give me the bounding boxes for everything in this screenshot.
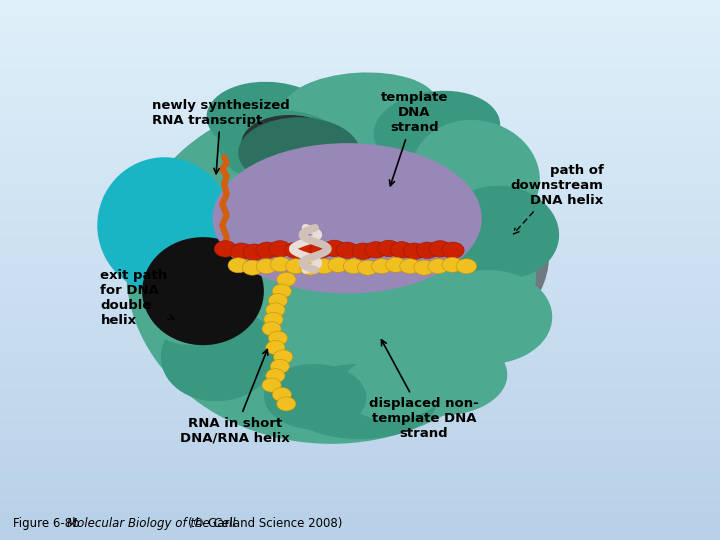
Circle shape	[272, 388, 292, 402]
Ellipse shape	[148, 195, 264, 289]
Circle shape	[372, 259, 392, 274]
Circle shape	[456, 259, 477, 274]
Circle shape	[442, 258, 462, 272]
Text: path of
downstream
DNA helix: path of downstream DNA helix	[510, 164, 603, 234]
Text: Figure 6-8b: Figure 6-8b	[13, 517, 87, 530]
Circle shape	[243, 244, 266, 260]
Text: newly synthesized
RNA transcript: newly synthesized RNA transcript	[152, 98, 289, 174]
Circle shape	[414, 260, 434, 275]
Ellipse shape	[312, 162, 549, 350]
Circle shape	[297, 243, 320, 259]
Ellipse shape	[207, 345, 347, 430]
Circle shape	[429, 241, 451, 257]
Circle shape	[272, 284, 292, 298]
Circle shape	[230, 243, 253, 259]
Circle shape	[266, 303, 285, 317]
Circle shape	[270, 359, 289, 373]
Ellipse shape	[411, 120, 540, 232]
Circle shape	[256, 259, 276, 274]
Circle shape	[386, 258, 406, 272]
Ellipse shape	[366, 331, 508, 416]
Circle shape	[264, 312, 283, 326]
Circle shape	[274, 350, 293, 364]
Ellipse shape	[264, 364, 366, 430]
Circle shape	[328, 258, 348, 272]
Circle shape	[352, 243, 374, 259]
Ellipse shape	[212, 143, 482, 294]
Ellipse shape	[341, 355, 444, 420]
Circle shape	[228, 258, 248, 273]
Circle shape	[310, 241, 333, 258]
Circle shape	[269, 294, 287, 308]
Circle shape	[343, 259, 364, 274]
Text: template
DNA
strand: template DNA strand	[381, 91, 448, 186]
Ellipse shape	[283, 72, 437, 139]
Ellipse shape	[207, 82, 334, 158]
Circle shape	[276, 397, 296, 411]
Circle shape	[284, 242, 307, 259]
Ellipse shape	[283, 364, 437, 439]
Circle shape	[428, 259, 449, 274]
Ellipse shape	[241, 115, 338, 171]
Ellipse shape	[97, 157, 232, 293]
Circle shape	[357, 260, 378, 275]
Circle shape	[270, 257, 291, 272]
Text: RNA in short
DNA/RNA helix: RNA in short DNA/RNA helix	[180, 349, 290, 445]
Circle shape	[400, 259, 420, 274]
Text: (© Garland Science 2008): (© Garland Science 2008)	[189, 517, 343, 530]
Text: Molecular Biology of the Cell: Molecular Biology of the Cell	[67, 517, 235, 530]
Circle shape	[269, 331, 287, 345]
Circle shape	[242, 260, 263, 275]
Circle shape	[262, 322, 282, 336]
Circle shape	[266, 341, 285, 355]
Circle shape	[403, 243, 426, 259]
Ellipse shape	[374, 91, 500, 167]
Text: displaced non-
template DNA
strand: displaced non- template DNA strand	[369, 340, 479, 440]
Circle shape	[377, 240, 400, 256]
Circle shape	[215, 241, 237, 257]
Circle shape	[416, 242, 438, 259]
Ellipse shape	[126, 96, 536, 444]
Circle shape	[390, 241, 413, 258]
Circle shape	[336, 242, 359, 259]
Circle shape	[300, 260, 320, 275]
Circle shape	[323, 240, 346, 256]
Ellipse shape	[142, 237, 264, 345]
Ellipse shape	[142, 252, 245, 345]
Ellipse shape	[161, 308, 277, 401]
Circle shape	[269, 241, 291, 257]
Ellipse shape	[424, 270, 552, 364]
Circle shape	[286, 259, 306, 274]
Ellipse shape	[443, 186, 559, 279]
Ellipse shape	[238, 117, 360, 188]
Text: exit path
for DNA
double
helix: exit path for DNA double helix	[101, 269, 174, 327]
Circle shape	[262, 378, 282, 392]
Ellipse shape	[219, 110, 347, 186]
Ellipse shape	[168, 138, 296, 232]
Circle shape	[266, 369, 285, 383]
Circle shape	[256, 242, 279, 259]
Circle shape	[276, 272, 296, 286]
Circle shape	[314, 259, 334, 274]
Circle shape	[365, 241, 387, 258]
Circle shape	[441, 242, 464, 259]
